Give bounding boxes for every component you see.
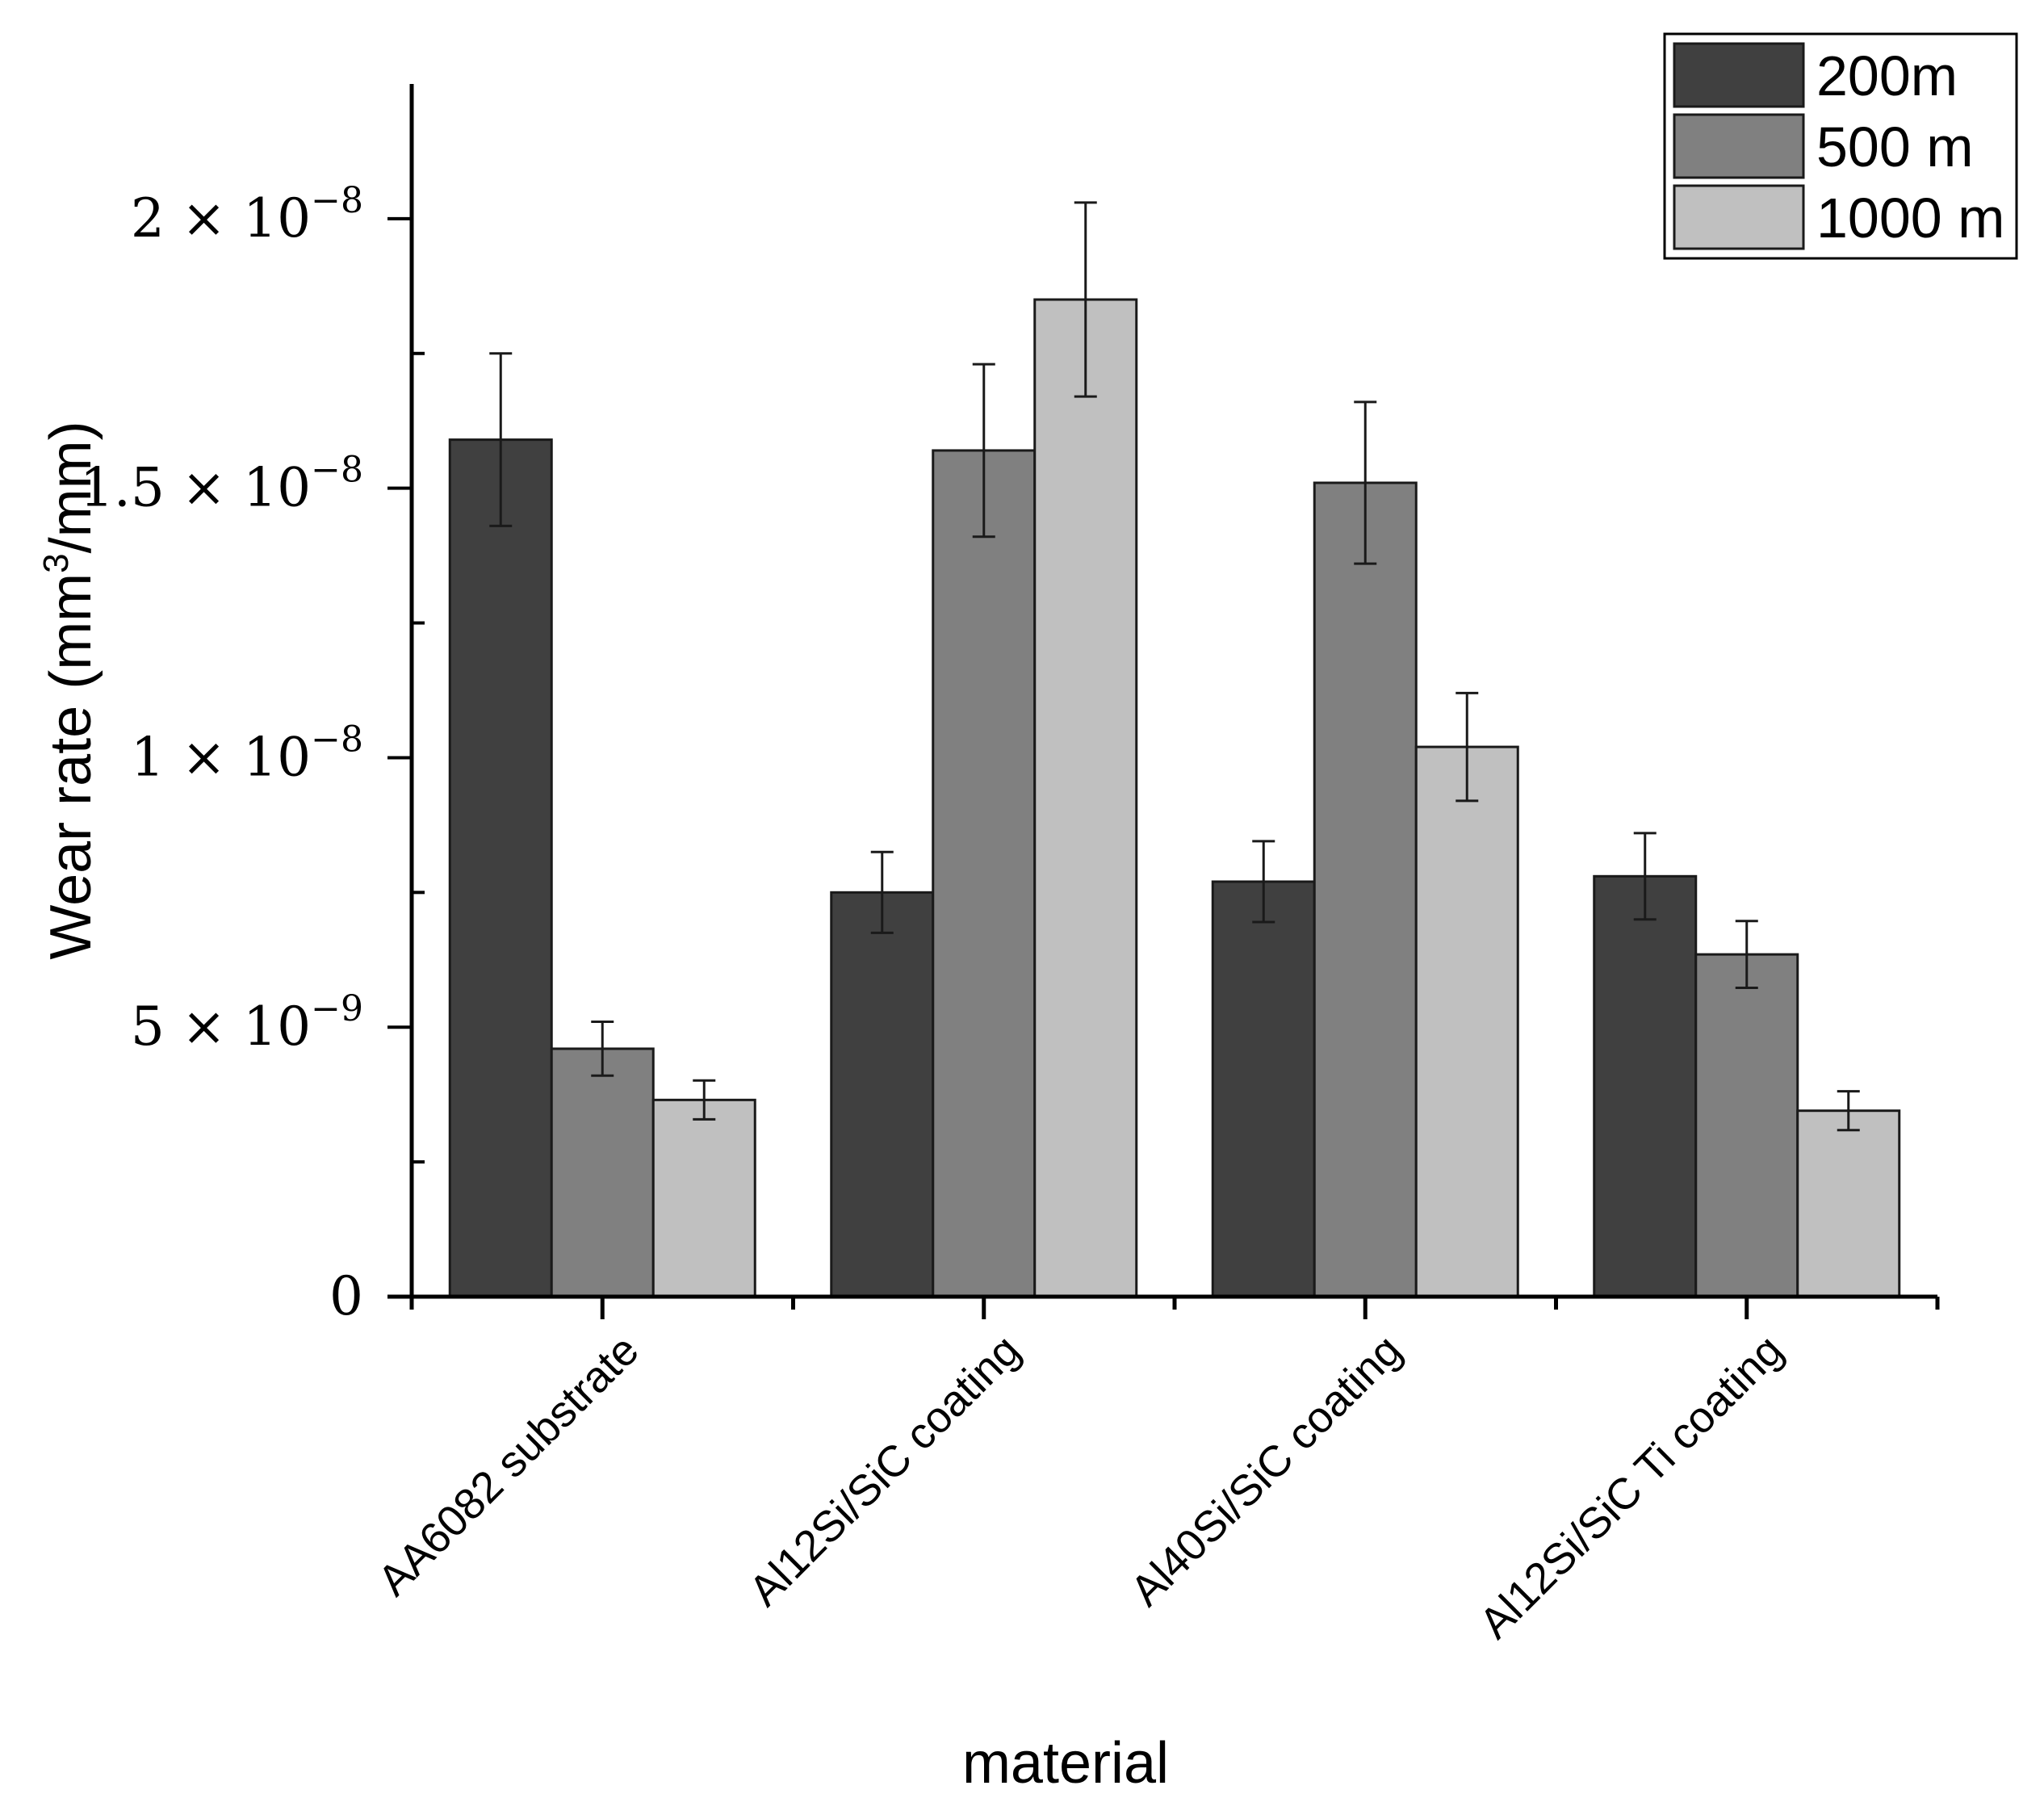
legend-swatch-500-m <box>1673 113 1805 179</box>
x-ticks-layer: AA6082 substrate Al12Si/SiC coating Al40Si… <box>369 1297 1940 1648</box>
error-bar-aa6082-substrate-500-m <box>591 1021 614 1077</box>
y-tick-label-4: 2 × 10−8 <box>131 180 363 249</box>
x-tick-label-aa6082-substrate: AA6082 substrate <box>369 1326 648 1605</box>
bar-al12si-sic-coating-200m <box>830 891 935 1298</box>
error-bar-al12si-sic-ti-coating-200m <box>1633 832 1657 921</box>
x-tick-label-al40si-sic-coating: Al40Si/SiC coating <box>1121 1326 1411 1616</box>
legend-label-500-m: 500 m <box>1816 115 1974 178</box>
y-tick-label-0: 0 <box>329 1265 363 1327</box>
error-bar-al12si-sic-coating-500-m <box>972 363 995 539</box>
x-tick-label-al12si-sic-ti-coating: Al12Si/SiC Ti coating <box>1470 1326 1792 1648</box>
legend-label-200m: 200m <box>1816 44 1958 107</box>
error-bar-al12si-sic-coating-200m <box>870 850 894 934</box>
error-bar-al12si-sic-coating-1000-m <box>1074 201 1097 398</box>
y-tick-label-2: 1 × 10−8 <box>131 719 363 788</box>
y-axis-title-pre: Wear rate (mm <box>39 573 103 960</box>
bar-al12si-sic-ti-coating-1000-m <box>1796 1109 1901 1298</box>
legend-swatch-200m <box>1673 42 1805 108</box>
x-tick-label-al12si-sic-coating: Al12Si/SiC coating <box>740 1326 1030 1616</box>
y-axis-title-sup: 3 <box>36 553 76 572</box>
error-bar-al40si-sic-coating-200m <box>1252 840 1275 924</box>
bar-aa6082-substrate-200m <box>448 438 553 1298</box>
y-tick-label-3: 1.5 × 10−8 <box>80 450 363 519</box>
bar-al12si-sic-coating-500-m <box>932 449 1037 1298</box>
error-bar-al12si-sic-ti-coating-1000-m <box>1837 1090 1860 1132</box>
error-bar-aa6082-substrate-1000-m <box>693 1079 716 1121</box>
y-tick-label-1: 5 × 10−9 <box>131 988 363 1058</box>
error-bar-al12si-sic-ti-coating-500-m <box>1735 920 1758 989</box>
legend: 200m 500 m 1000 m <box>1663 32 2018 260</box>
bar-al12si-sic-ti-coating-500-m <box>1694 953 1799 1298</box>
bar-aa6082-substrate-1000-m <box>651 1098 756 1298</box>
legend-label-1000-m: 1000 m <box>1816 187 2004 249</box>
error-bar-al40si-sic-coating-1000-m <box>1456 691 1479 803</box>
bar-al12si-sic-coating-1000-m <box>1033 298 1138 1298</box>
bars-layer <box>448 298 1901 1298</box>
bar-aa6082-substrate-500-m <box>550 1047 655 1298</box>
y-axis-title: Wear rate (mm3/mm) <box>36 421 103 959</box>
error-bar-aa6082-substrate-200m <box>489 352 513 527</box>
y-ticks-layer: 0 5 × 10−9 1 × 10−8 1.5 × 10−8 2 × 10−8 <box>80 180 425 1327</box>
bar-al40si-sic-coating-1000-m <box>1414 745 1519 1298</box>
bar-al12si-sic-ti-coating-200m <box>1593 874 1698 1298</box>
bar-al40si-sic-coating-500-m <box>1313 481 1418 1298</box>
x-axis-title: material <box>962 1731 1169 1796</box>
legend-swatch-1000-m <box>1673 184 1805 250</box>
error-bars-layer <box>489 201 1860 1132</box>
error-bar-al40si-sic-coating-500-m <box>1354 400 1377 565</box>
bar-al40si-sic-coating-200m <box>1211 880 1316 1298</box>
y-axis-title-post: /mm) <box>39 421 103 553</box>
